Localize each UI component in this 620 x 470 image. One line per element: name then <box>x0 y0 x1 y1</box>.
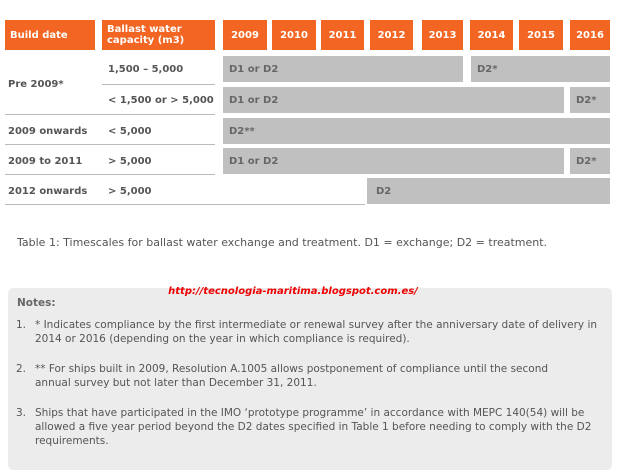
capacity-cell: < 1,500 or > 5,000 <box>108 94 214 106</box>
timeline-bar: D2* <box>570 87 610 113</box>
header-year: 2014 <box>470 20 513 50</box>
timeline-bar: D2** <box>223 118 610 144</box>
header-year: 2011 <box>321 20 364 50</box>
timeline-bar: D2* <box>471 56 610 82</box>
capacity-cell: > 5,000 <box>108 185 152 197</box>
build-date-cell: 2009 to 2011 <box>8 155 83 167</box>
note-number: 2. <box>16 363 27 375</box>
capacity-cell: > 5,000 <box>108 155 152 167</box>
note-number: 3. <box>16 407 27 419</box>
header-year: 2016 <box>570 20 610 50</box>
timeline-bar: D2* <box>570 148 610 174</box>
build-date-cell: Pre 2009* <box>8 78 64 90</box>
notes-box: Notes: 1. * Indicates compliance by the … <box>8 288 612 470</box>
note-text: ** For ships built in 2009, Resolution A… <box>35 363 549 389</box>
watermark-link[interactable]: http://tecnologia-maritima.blogspot.com.… <box>168 286 418 297</box>
note-text: Ships that have participated in the IMO … <box>35 407 592 447</box>
note-text: * Indicates compliance by the first inte… <box>35 319 598 345</box>
capacity-cell: 1,500 – 5,000 <box>108 63 184 75</box>
build-date-cell: 2009 onwards <box>8 125 88 137</box>
header-build-date: Build date <box>5 20 95 50</box>
timeline-bar: D1 or D2 <box>223 56 463 82</box>
divider <box>5 174 215 175</box>
header-year: 2015 <box>519 20 563 50</box>
divider <box>5 204 365 205</box>
capacity-cell: < 5,000 <box>108 125 152 137</box>
table-caption: Table 1: Timescales for ballast water ex… <box>17 236 548 249</box>
divider <box>5 144 215 145</box>
header-year: 2009 <box>223 20 267 50</box>
divider <box>102 84 215 85</box>
timeline-bar: D1 or D2 <box>223 148 564 174</box>
header-year: 2010 <box>272 20 316 50</box>
build-date-cell: 2012 onwards <box>8 185 88 197</box>
divider <box>5 114 215 115</box>
timeline-bar: D2 <box>367 178 610 204</box>
timeline-bar: D1 or D2 <box>223 87 564 113</box>
header-year: 2012 <box>370 20 413 50</box>
header-year: 2013 <box>422 20 463 50</box>
notes-title: Notes: <box>17 297 56 309</box>
header-capacity: Ballast water capacity (m3) <box>102 20 215 50</box>
note-number: 1. <box>16 319 27 331</box>
